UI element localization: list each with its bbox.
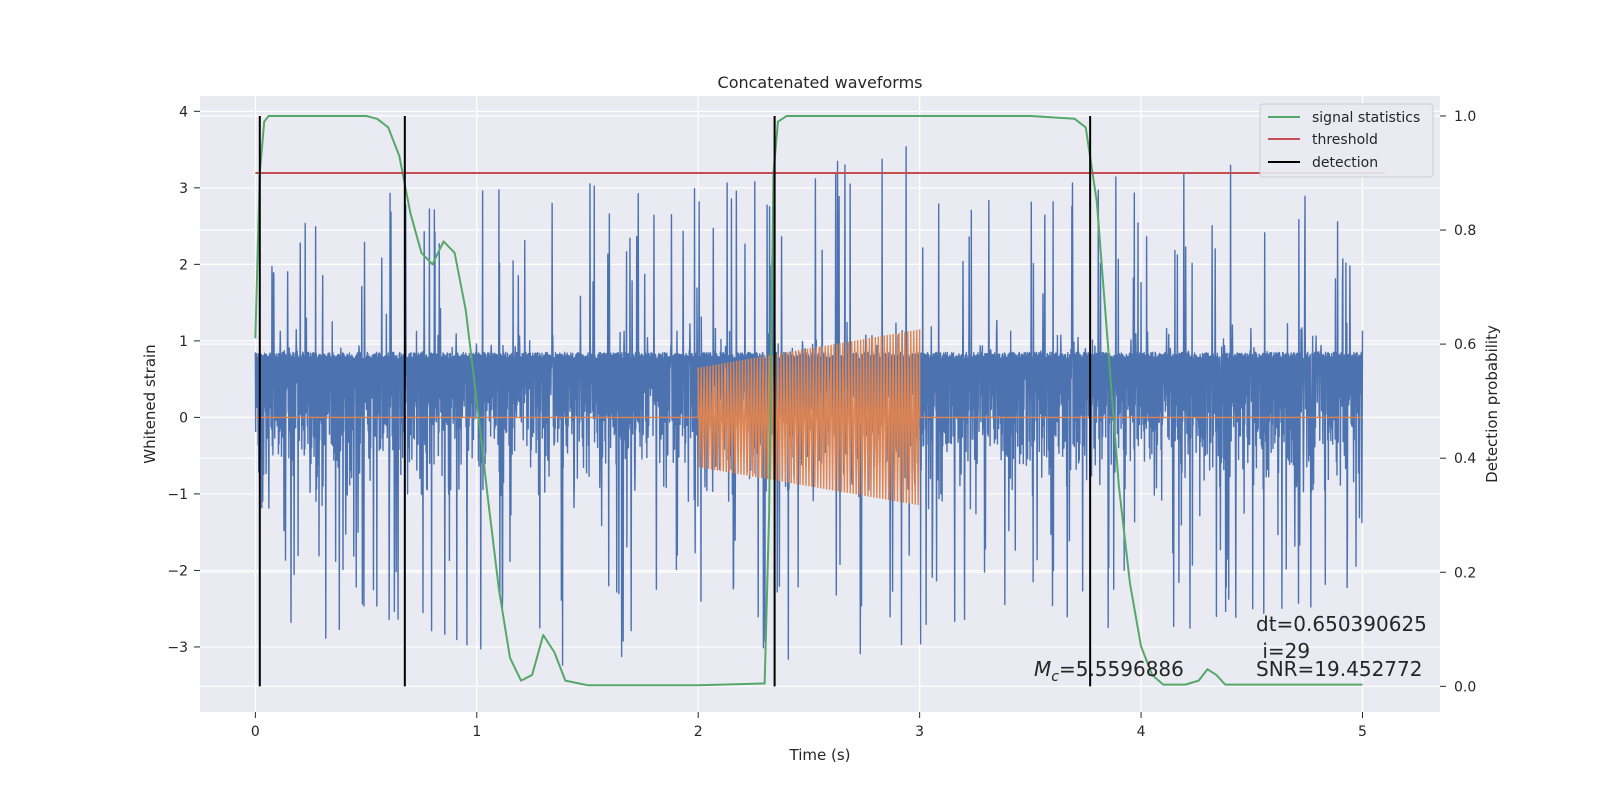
series-layer <box>254 114 1385 687</box>
series-strain <box>254 146 1364 666</box>
chart-title: Concatenated waveforms <box>718 73 923 92</box>
y-right-tick-label-4: 0.8 <box>1454 223 1476 239</box>
y-tick-label-0: −3 <box>167 640 188 656</box>
x-tick-label-1: 1 <box>472 724 481 740</box>
y-tick-label-5: 2 <box>179 257 188 273</box>
annotation-mc: Mc=5.5596886 <box>1034 657 1184 685</box>
annotation-snr: SNR=19.452772 <box>1256 657 1422 681</box>
legend-label-threshold: threshold <box>1312 132 1378 148</box>
y-right-tick-label-5: 1.0 <box>1454 109 1476 125</box>
x-tick-label-4: 4 <box>1137 724 1146 740</box>
annotation-dt: dt=0.650390625 <box>1256 612 1427 636</box>
x-tick-label-3: 3 <box>915 724 924 740</box>
y-right-tick-label-1: 0.2 <box>1454 565 1476 581</box>
x-tick-label-2: 2 <box>694 724 703 740</box>
y-tick-label-1: −2 <box>167 563 188 579</box>
y-tick-label-6: 3 <box>179 181 188 197</box>
y-axis-right-label: Detection probability <box>1483 325 1501 483</box>
legend-box <box>1259 103 1434 178</box>
y-tick-label-2: −1 <box>167 487 188 503</box>
x-tick-label-0: 0 <box>251 724 260 740</box>
annotation-mc-subscript: c <box>1051 669 1059 685</box>
x-tick-label-5: 5 <box>1358 724 1367 740</box>
legend: signal statistics threshold detection <box>1259 103 1434 178</box>
y-right-tick-label-3: 0.6 <box>1454 337 1476 353</box>
legend-label-signal-statistics: signal statistics <box>1312 110 1420 126</box>
y-axis-label: Whitened strain <box>141 344 159 463</box>
legend-label-detection: detection <box>1312 155 1378 171</box>
annotation-mc-value: =5.5596886 <box>1059 657 1184 681</box>
ticks-layer: 0 1 2 3 4 5 −3 −2 −1 0 1 2 3 4 0.0 0.2 0.4 0.6 0.8 1.0 <box>167 104 1476 740</box>
y-right-tick-label-2: 0.4 <box>1454 451 1476 467</box>
annotation-mc-symbol: M <box>1034 657 1051 681</box>
y-right-tick-label-0: 0.0 <box>1454 679 1476 695</box>
y-tick-label-7: 4 <box>179 104 188 120</box>
series-signal-statistics <box>254 114 1363 687</box>
y-tick-label-4: 1 <box>179 334 188 350</box>
annotation-i: i=29 <box>1256 639 1310 663</box>
x-axis-label: Time (s) <box>789 746 851 764</box>
series-injected-signal <box>255 329 1363 506</box>
y-tick-label-3: 0 <box>179 410 188 426</box>
